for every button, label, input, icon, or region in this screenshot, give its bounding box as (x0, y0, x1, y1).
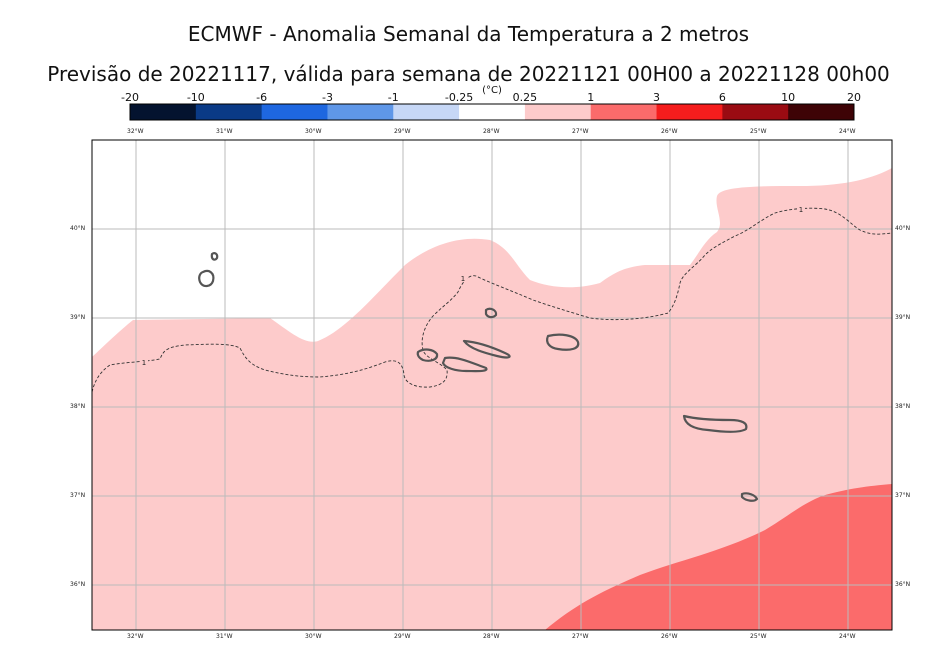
lon-tick-label: 32°W (127, 128, 144, 135)
lon-tick-label: 30°W (305, 633, 322, 640)
colorbar-tick-label: -10 (186, 91, 205, 104)
colorbar-segment (524, 104, 592, 120)
map-frame (91, 139, 893, 631)
colorbar-segment (459, 104, 526, 120)
contour-label-center: 1 (461, 275, 465, 283)
lon-tick-label: 32°W (127, 633, 144, 640)
island-sao-jorge (462, 339, 511, 359)
lat-tick-label: 38°N (895, 403, 911, 410)
colorbar-tick-label: 20 (847, 91, 861, 104)
contour-label-bg (797, 204, 805, 213)
lon-tick-label: 28°W (483, 128, 500, 135)
lon-tick-label: 26°W (661, 128, 678, 135)
colorbar-segment (261, 104, 328, 120)
colorbar-tick-label: 6 (718, 91, 726, 104)
colorbar-tick-label: -0.25 (444, 91, 474, 104)
colorbar-segment (327, 104, 394, 120)
lon-tick-label: 30°W (305, 128, 322, 135)
lon-tick-label: 29°W (394, 128, 411, 135)
colorbar-tick-label: -20 (121, 91, 139, 104)
colorbar (130, 104, 855, 120)
island-terceira (546, 333, 580, 351)
lon-tick-label: 25°W (750, 128, 767, 135)
colorbar-tick-label: -6 (256, 91, 268, 104)
lon-tick-label: 24°W (839, 633, 856, 640)
lon-tick-label: 26°W (661, 633, 678, 640)
island-faial (416, 348, 439, 362)
colorbar-segment (195, 104, 263, 120)
lon-tick-label: 31°W (216, 633, 233, 640)
lat-tick-label: 40°N (895, 225, 911, 232)
lat-tick-label: 40°N (70, 225, 86, 232)
colorbar-tick-label: 3 (653, 91, 661, 104)
colorbar-frame (129, 103, 855, 121)
lat-tick-label: 39°N (70, 314, 86, 321)
colorbar-segment (393, 104, 460, 120)
lat-tick-label: 37°N (895, 492, 911, 499)
anomaly-region-1-3 (545, 484, 892, 630)
colorbar-segment (788, 104, 855, 120)
lon-tick-label: 27°W (572, 633, 589, 640)
colorbar-tick-label: -1 (387, 91, 399, 104)
lon-tick-label: 25°W (750, 633, 767, 640)
colorbar-segment (656, 104, 723, 120)
lat-tick-label: 36°N (895, 581, 911, 588)
colorbar-tick-label: 0.25 (512, 91, 538, 104)
contour-label-bg (459, 273, 467, 282)
island-pico (441, 356, 488, 373)
contour-label-bg (140, 357, 148, 366)
contour-line-1 (92, 207, 892, 393)
contour-labels: 1 1 1 (140, 204, 805, 367)
colorbar-unit: (°C) (482, 85, 502, 96)
lat-tick-label: 37°N (70, 492, 86, 499)
lon-tick-label: 28°W (483, 633, 500, 640)
lon-tick-label: 31°W (216, 128, 233, 135)
colorbar-tick-label: -3 (321, 91, 333, 104)
lat-tick-label: 39°N (895, 314, 911, 321)
island-santa-maria (740, 492, 759, 502)
island-flores (198, 269, 215, 288)
lon-tick-label: 27°W (572, 128, 589, 135)
lon-tick-label: 24°W (839, 128, 856, 135)
lat-tick-label: 36°N (70, 581, 86, 588)
colorbar-segment (590, 104, 658, 120)
colorbar-tick-label: 10 (781, 91, 796, 104)
lon-tick-label: 29°W (394, 633, 411, 640)
map-area: 1 1 1 (92, 140, 892, 630)
colorbar-segment (130, 104, 197, 120)
chart-subtitle: Previsão de 20221117, válida para semana… (47, 62, 890, 86)
contour-label-west: 1 (142, 359, 146, 367)
lat-tick-label: 38°N (70, 403, 86, 410)
island-corvo (210, 252, 219, 261)
colorbar-segment (722, 104, 789, 120)
contour-label-east: 1 (799, 206, 803, 214)
island-graciosa (484, 307, 498, 319)
island-sao-miguel (682, 414, 748, 433)
colorbar-tick-label: 1 (587, 91, 595, 104)
coastlines (198, 252, 759, 502)
chart-title: ECMWF - Anomalia Semanal da Temperatura … (187, 22, 750, 46)
